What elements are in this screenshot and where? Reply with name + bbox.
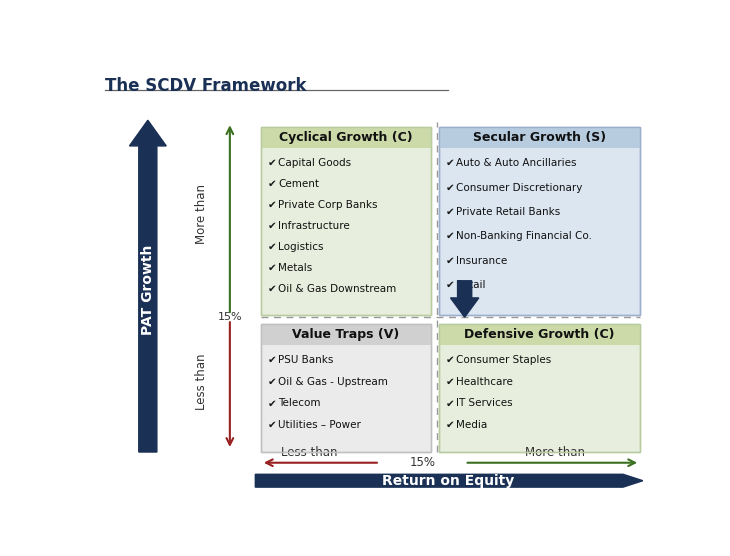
Text: Cement: Cement	[278, 179, 319, 189]
Text: Media: Media	[456, 420, 488, 430]
Text: IT Services: IT Services	[456, 399, 512, 409]
Text: The SCDV Framework: The SCDV Framework	[105, 77, 307, 96]
Text: ✔: ✔	[268, 355, 277, 365]
FancyBboxPatch shape	[439, 324, 640, 452]
Text: Defensive Growth (C): Defensive Growth (C)	[464, 328, 615, 341]
Text: ✔: ✔	[446, 182, 455, 192]
Text: More than: More than	[195, 185, 208, 245]
Text: Logistics: Logistics	[278, 242, 323, 252]
Text: ✔: ✔	[268, 420, 277, 430]
Text: ✔: ✔	[268, 263, 277, 273]
FancyBboxPatch shape	[261, 324, 431, 452]
Text: ✔: ✔	[446, 376, 455, 386]
FancyBboxPatch shape	[261, 127, 431, 315]
Text: Oil & Gas Downstream: Oil & Gas Downstream	[278, 284, 396, 294]
Text: Utilities – Power: Utilities – Power	[278, 420, 361, 430]
Text: ✔: ✔	[446, 207, 455, 217]
Text: Telecom: Telecom	[278, 399, 320, 409]
Text: ✔: ✔	[446, 280, 455, 290]
Text: ✔: ✔	[446, 158, 455, 168]
Text: ✔: ✔	[446, 231, 455, 241]
Text: ✔: ✔	[268, 200, 277, 210]
Text: Retail: Retail	[456, 280, 485, 290]
Text: Infrastructure: Infrastructure	[278, 221, 350, 231]
Text: Oil & Gas - Upstream: Oil & Gas - Upstream	[278, 376, 388, 386]
Text: Insurance: Insurance	[456, 256, 507, 266]
Text: More than: More than	[525, 445, 585, 459]
Text: Less than: Less than	[281, 445, 337, 459]
Text: Metals: Metals	[278, 263, 312, 273]
Text: Auto & Auto Ancillaries: Auto & Auto Ancillaries	[456, 158, 577, 168]
FancyBboxPatch shape	[439, 127, 640, 315]
Text: ✔: ✔	[268, 376, 277, 386]
Text: Healthcare: Healthcare	[456, 376, 513, 386]
Text: ✔: ✔	[446, 256, 455, 266]
Text: ✔: ✔	[268, 284, 277, 294]
Text: Return on Equity: Return on Equity	[382, 474, 514, 488]
Text: Secular Growth (S): Secular Growth (S)	[473, 131, 606, 144]
FancyBboxPatch shape	[261, 324, 431, 345]
Text: ✔: ✔	[268, 399, 277, 409]
Text: ✔: ✔	[446, 355, 455, 365]
Text: Consumer Staples: Consumer Staples	[456, 355, 551, 365]
Text: Cyclical Growth (C): Cyclical Growth (C)	[279, 131, 412, 144]
Text: Value Traps (V): Value Traps (V)	[292, 328, 399, 341]
Text: Capital Goods: Capital Goods	[278, 158, 351, 168]
Text: PSU Banks: PSU Banks	[278, 355, 334, 365]
Text: ✔: ✔	[446, 399, 455, 409]
FancyBboxPatch shape	[261, 127, 431, 148]
FancyArrow shape	[255, 474, 643, 487]
FancyBboxPatch shape	[439, 127, 640, 148]
Text: 15%: 15%	[218, 312, 242, 322]
Text: ✔: ✔	[446, 420, 455, 430]
Text: ✔: ✔	[268, 242, 277, 252]
Text: ✔: ✔	[268, 158, 277, 168]
FancyBboxPatch shape	[439, 324, 640, 345]
Text: ✔: ✔	[268, 221, 277, 231]
Text: PAT Growth: PAT Growth	[141, 244, 155, 335]
Text: Consumer Discretionary: Consumer Discretionary	[456, 182, 583, 192]
Text: Private Corp Banks: Private Corp Banks	[278, 200, 377, 210]
FancyArrow shape	[450, 281, 479, 317]
Text: Private Retail Banks: Private Retail Banks	[456, 207, 561, 217]
Text: Less than: Less than	[195, 353, 208, 410]
Text: ✔: ✔	[268, 179, 277, 189]
Text: 15%: 15%	[410, 456, 435, 469]
Text: Non-Banking Financial Co.: Non-Banking Financial Co.	[456, 231, 592, 241]
FancyArrow shape	[129, 120, 166, 452]
